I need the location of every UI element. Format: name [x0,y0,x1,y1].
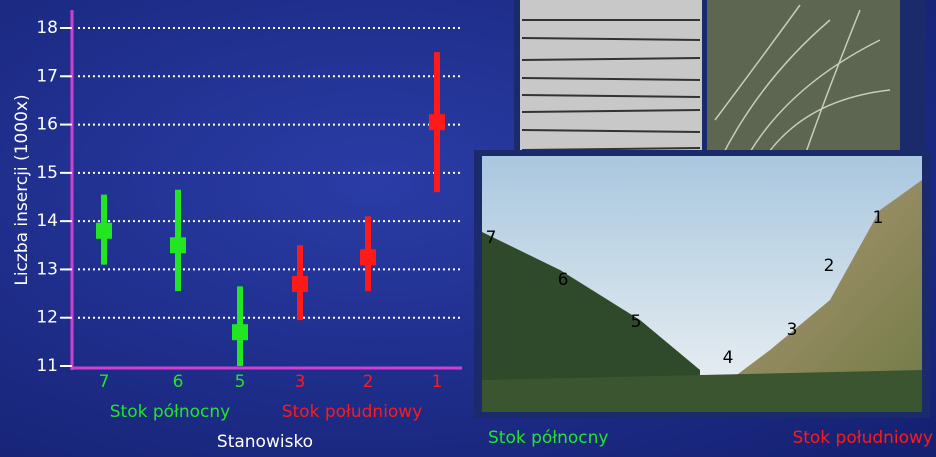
site-label: 2 [824,256,835,276]
site-label: 7 [486,228,497,248]
photos [474,0,930,418]
gel-image [520,0,702,172]
group-label: Stok południowy [282,402,423,422]
y-axis-label: Liczba insercji (1000x) [12,94,32,285]
mean-marker [360,249,376,265]
y-tick-label: 16 [36,115,58,135]
y-tick-label: 18 [36,18,58,38]
group-label: Stok północny [110,402,231,422]
y-tick-label: 13 [36,259,58,279]
mean-marker [232,324,248,340]
site-label: 1 [873,208,884,228]
y-tick-label: 14 [36,211,58,231]
slide: Liczba insercji (1000x) Stanowisko Stok … [0,0,936,457]
x-tick-label: 3 [295,372,306,392]
mean-marker [170,237,186,253]
y-tick-label: 15 [36,163,58,183]
site-label: 6 [558,270,569,290]
site-label: 4 [723,348,734,368]
x-tick-label: 6 [173,372,184,392]
site-label: 5 [631,312,642,332]
x-tick-label: 1 [432,372,443,392]
mean-marker [429,114,445,130]
y-tick-label: 11 [36,356,58,376]
y-tick-label: 17 [36,66,58,86]
south-label: Stok południowy [792,428,933,448]
x-axis-label: Stanowisko [217,432,313,452]
y-tick-label: 12 [36,308,58,328]
x-tick-label: 7 [99,372,110,392]
site-label: 3 [787,320,798,340]
grass-image [707,0,900,172]
x-tick-label: 2 [363,372,374,392]
x-tick-label: 5 [235,372,246,392]
mean-marker [292,276,308,292]
mean-marker [96,223,112,239]
north-label: Stok północny [488,428,609,448]
